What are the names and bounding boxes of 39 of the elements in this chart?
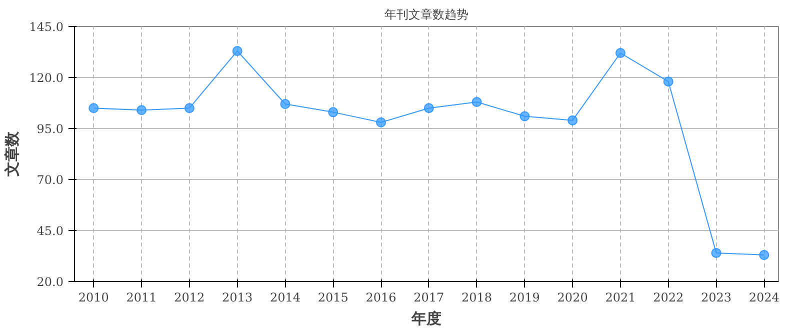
point (663, 76, 674, 87)
y-tick-label: 145.0 (29, 20, 64, 34)
y-tick-label: 20.0 (36, 275, 64, 289)
x-tick-label: 2017 (414, 290, 444, 304)
x-tick-label: 2021 (605, 290, 636, 304)
point (328, 107, 338, 118)
point (615, 48, 626, 58)
x-tick-label: 2020 (557, 290, 588, 304)
chart-title: 年刊文章数趋势 (384, 8, 468, 22)
y-axis-title: 文章数 (3, 130, 22, 178)
point (232, 46, 242, 56)
x-tick-label: 2010 (78, 290, 109, 304)
x-tick-label: 2018 (462, 290, 492, 304)
x-tick-label: 2024 (748, 290, 780, 304)
x-tick-label: 2023 (700, 290, 732, 304)
point (136, 105, 147, 116)
point (520, 111, 530, 122)
x-axis-title: 年度 (410, 310, 442, 328)
point (88, 103, 99, 114)
point (472, 96, 482, 107)
x-tick-label: 2016 (366, 290, 396, 304)
point (280, 99, 290, 110)
x-tick-label: 2022 (653, 290, 684, 304)
point (759, 250, 770, 260)
x-tick-label: 2019 (509, 290, 540, 304)
x-tick-label: 2011 (126, 290, 157, 304)
x-tick-label: 2015 (318, 290, 348, 304)
point (711, 248, 722, 258)
point (184, 103, 194, 114)
x-tick-label: 2014 (270, 290, 301, 304)
y-tick-label: 120.0 (29, 71, 64, 85)
y-tick-label: 70.0 (36, 173, 64, 187)
y-tick-label: 95.0 (36, 122, 64, 136)
x-tick-label: 2013 (222, 290, 253, 304)
y-tick-label: 45.0 (36, 224, 64, 238)
point (376, 117, 386, 128)
x-tick-label: 2012 (174, 290, 205, 304)
point (424, 103, 434, 114)
point (568, 115, 578, 126)
